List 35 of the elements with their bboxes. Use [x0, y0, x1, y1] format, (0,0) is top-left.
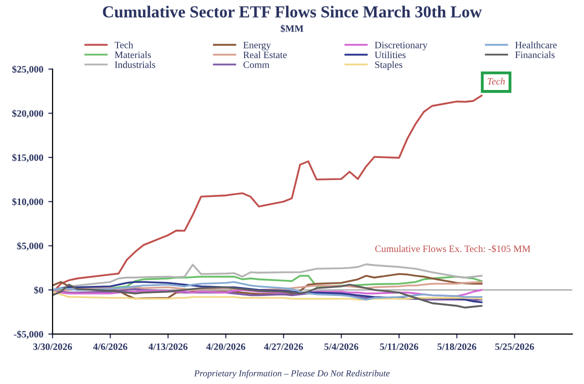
legend-label: Staples [375, 61, 402, 70]
legend-label: Industrials [114, 61, 156, 68]
legend-label: Materials [114, 51, 151, 58]
x-tick-label: 5/18/2026 [437, 343, 476, 350]
y-tick-label: $25,000 [12, 65, 44, 74]
x-tick-label: 4/13/2026 [148, 343, 188, 350]
chart-subtitle: $MM [280, 24, 304, 32]
x-tick-label: 4/27/2026 [264, 343, 303, 350]
legend-label: Healthcare [515, 41, 557, 48]
y-tick-label: $0 [34, 286, 44, 294]
x-tick-label: 5/4/2026 [324, 343, 358, 350]
y-tick-label: $5,000 [17, 242, 44, 251]
text: Proprietary Information – Please Do Not Redistribute [194, 370, 390, 378]
x-tick-label: 4/20/2026 [206, 343, 246, 350]
x-tick-label: 5/25/2026 [495, 343, 534, 350]
x-tick-label: 5/11/2026 [380, 343, 418, 350]
legend-label: Discretionary [374, 42, 428, 50]
line-series [52, 290, 482, 301]
legend-label: Tech [114, 41, 134, 48]
chart-title: Cumulative Sector ETF Flows Since March 30th Low [102, 6, 482, 18]
legend-label: Real Estate [243, 51, 287, 58]
line-series [52, 284, 482, 308]
line-series [52, 281, 482, 293]
x-tick-label: 4/6/2026 [93, 343, 128, 350]
annotation: Tech [488, 78, 505, 85]
legend-label: Energy [243, 42, 271, 50]
x-tick-label: 3/30/2026 [33, 343, 72, 350]
y-tick-label: $20,000 [12, 110, 44, 118]
legend-label: Comm [243, 61, 270, 68]
legend-label: Utilities [374, 51, 406, 58]
legend-label: Financials [515, 51, 555, 58]
annotation: Cumulative Flows Ex. Tech: -$105 MM [375, 244, 530, 253]
y-tick-label: $10,000 [12, 198, 44, 206]
y-tick-label: $15,000 [12, 154, 44, 162]
y-tick-label: -$5,000 [14, 330, 44, 339]
